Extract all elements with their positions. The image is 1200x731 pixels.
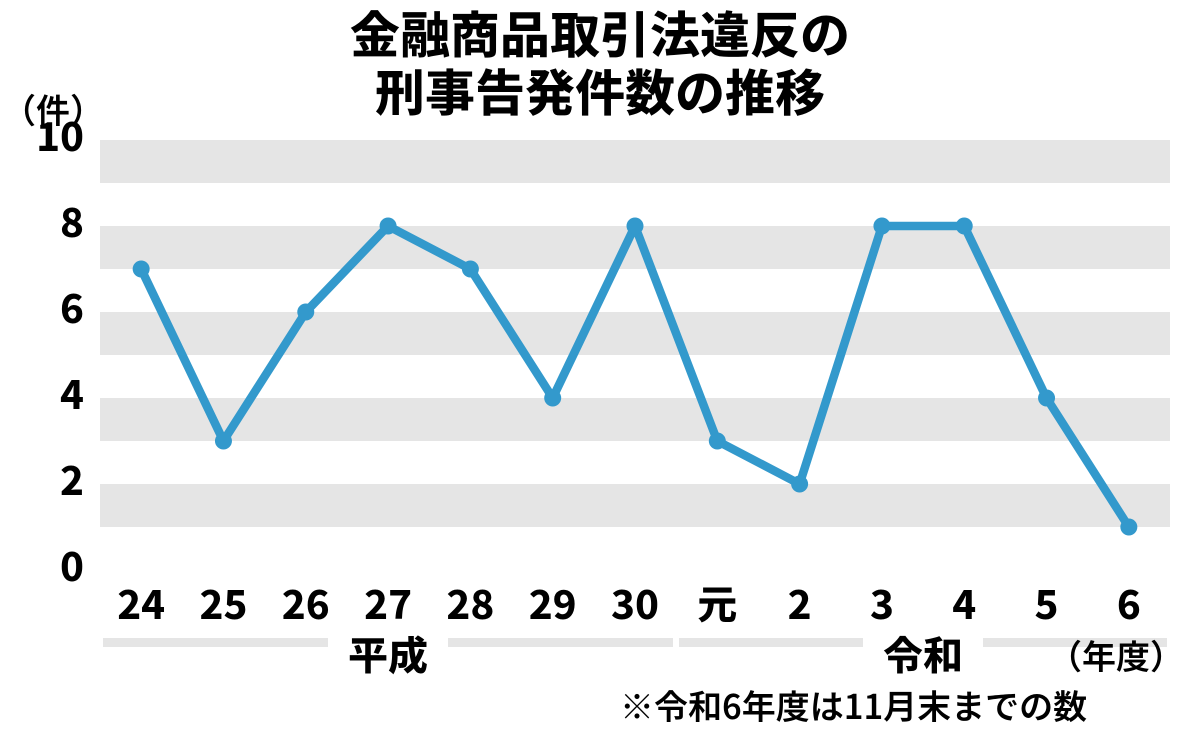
x-tick-label: 26 bbox=[282, 573, 330, 631]
x-tick-label: 30 bbox=[611, 573, 659, 631]
chart-title: 金融商品取引法違反の 刑事告発件数の推移 bbox=[0, 4, 1200, 119]
x-tick-label: 29 bbox=[529, 573, 577, 631]
data-point bbox=[956, 218, 973, 235]
y-tick-label: 8 bbox=[60, 191, 84, 249]
series-line bbox=[141, 226, 1129, 527]
y-tick-label: 0 bbox=[60, 535, 84, 593]
x-tick-label: 3 bbox=[870, 573, 894, 631]
chart-root: 金融商品取引法違反の 刑事告発件数の推移 （件） 024681024252627… bbox=[0, 0, 1200, 731]
x-tick-label: 元 bbox=[697, 573, 737, 631]
era-label: 令和 bbox=[863, 624, 983, 682]
y-tick-label: 2 bbox=[60, 449, 84, 507]
data-point bbox=[215, 433, 232, 450]
x-tick-label: 6 bbox=[1117, 573, 1141, 631]
y-tick-label: 4 bbox=[60, 363, 84, 421]
data-point bbox=[709, 433, 726, 450]
y-axis-unit: （件） bbox=[2, 84, 104, 133]
era-label: 平成 bbox=[328, 624, 448, 682]
data-point bbox=[297, 304, 314, 321]
data-point bbox=[1038, 390, 1055, 407]
x-tick-label: 27 bbox=[364, 573, 412, 631]
data-point bbox=[873, 218, 890, 235]
data-point bbox=[462, 261, 479, 278]
x-tick-label: 4 bbox=[952, 573, 976, 631]
data-point bbox=[791, 476, 808, 493]
x-tick-label: 28 bbox=[446, 573, 494, 631]
data-point bbox=[133, 261, 150, 278]
data-point bbox=[1120, 519, 1137, 536]
x-tick-label: 25 bbox=[200, 573, 248, 631]
x-tick-label: 24 bbox=[117, 573, 165, 631]
data-point bbox=[627, 218, 644, 235]
x-tick-label: 5 bbox=[1035, 573, 1059, 631]
y-tick-label: 6 bbox=[60, 277, 84, 335]
data-point bbox=[380, 218, 397, 235]
footnote: ※令和6年度は11月末までの数 bbox=[620, 680, 1087, 729]
x-tick-label: 2 bbox=[788, 573, 812, 631]
x-axis-unit: （年度） bbox=[1048, 630, 1184, 679]
data-point bbox=[544, 390, 561, 407]
